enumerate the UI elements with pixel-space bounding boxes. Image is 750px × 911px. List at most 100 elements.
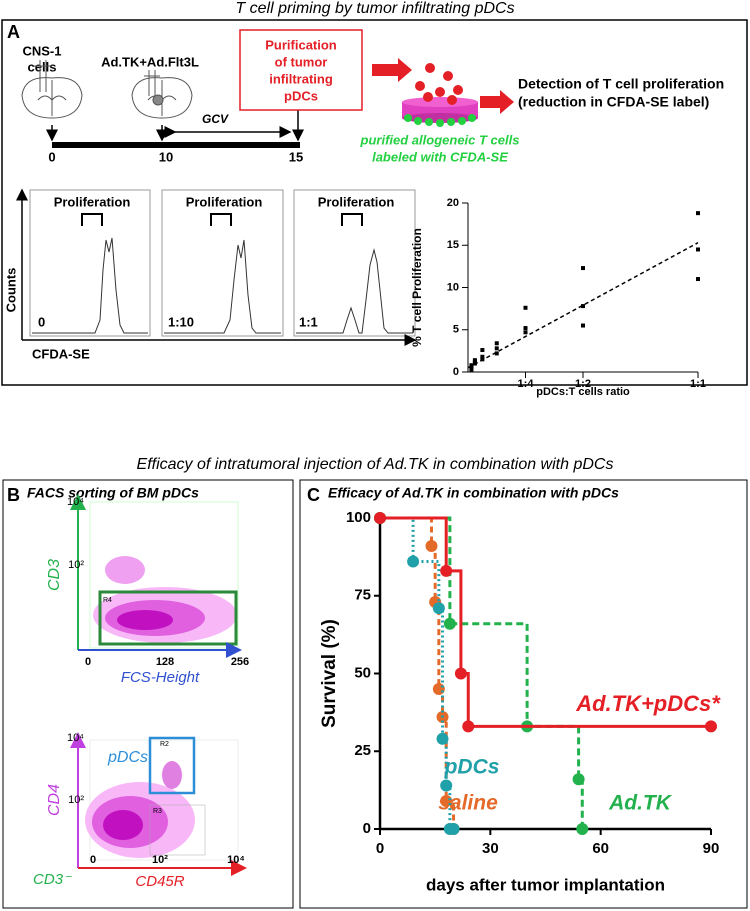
label: Detection of T cell proliferation (518, 76, 724, 92)
gate-label: R3 (153, 808, 162, 815)
point (494, 346, 499, 351)
x-axis-label: pDCs:T cells ratio (536, 386, 630, 398)
label: Proliferation (54, 194, 131, 209)
gate-name: pDCs (107, 749, 148, 766)
gate-label: R2 (160, 741, 169, 748)
point (443, 617, 456, 630)
histogram-boxes (29, 189, 416, 337)
facs-bottom: R2 R3 (85, 736, 239, 861)
y-tick-label: 100 (346, 509, 371, 526)
gate-label: R4 (103, 597, 112, 604)
axis-label: CFDA-SE (32, 346, 90, 361)
axis-label: Counts (3, 268, 18, 313)
point (696, 247, 700, 252)
label: Purification (265, 37, 337, 52)
tick-label: 256 (231, 656, 249, 668)
y-tick-label: 25 (354, 742, 371, 759)
purification-box (239, 29, 363, 111)
axis-label: CD3⁻ (33, 871, 72, 888)
panel-label: A (7, 22, 20, 42)
point (407, 555, 420, 568)
point (447, 823, 460, 835)
point (454, 667, 467, 680)
tick-label: 0 (85, 656, 91, 668)
panel-border (1, 19, 748, 386)
timeline-label: 10 (159, 149, 173, 164)
x-tick-label: 1:2 (575, 378, 591, 390)
label: of tumor (275, 54, 328, 69)
series-label: Ad.TK (608, 792, 673, 815)
point (523, 326, 528, 331)
label: GCV (202, 112, 229, 126)
timeline-arrows (46, 110, 304, 142)
label: labeled with CFDA-SE (372, 149, 508, 164)
y-tick-label: 15 (447, 239, 459, 251)
panel-label: C (307, 485, 320, 505)
tick-label: 128 (156, 656, 174, 668)
x-tick-label: 60 (592, 840, 609, 857)
series-label: Ad.TK+pDCs* (575, 691, 721, 716)
tick-label: 10² (152, 854, 168, 866)
label: Ad.TK+Ad.Flt3L (101, 54, 199, 69)
label: 1:10 (168, 314, 194, 329)
tick-label: 10⁴ (227, 854, 245, 866)
brackets (81, 213, 363, 226)
brain-icons (21, 60, 193, 119)
point (576, 823, 589, 835)
point (462, 720, 475, 733)
facs-top: R4 (89, 501, 239, 649)
title: Efficacy of intratumoral injection of Ad… (137, 456, 614, 473)
x-tick-label: 30 (482, 840, 499, 857)
panel-title: Efficacy of Ad.TK in combination with pD… (328, 485, 619, 501)
arrow (372, 58, 412, 82)
x-tick-label: 0 (376, 840, 384, 857)
tick-label: 10⁴ (67, 732, 84, 744)
x-tick-label: 1:1 (690, 378, 706, 390)
histogram-curves (32, 237, 413, 334)
tick-label: 10⁴ (67, 496, 84, 508)
survival-line (380, 516, 711, 728)
tick-label: 10² (68, 794, 84, 806)
x-tick-label: 90 (703, 840, 720, 857)
point (572, 773, 585, 786)
label: Proliferation (318, 194, 395, 209)
y-axis-label: Survival (%) (319, 619, 340, 728)
x-axis-label: days after tumor implantation (426, 875, 665, 894)
label: cells (28, 59, 57, 74)
label: 0 (38, 314, 45, 329)
point (705, 720, 717, 733)
label: infiltrating (269, 71, 333, 86)
y-tick-label: 0 (453, 366, 459, 378)
y-tick-label: 75 (354, 587, 371, 604)
y-axis-label: % T cell Proliferation (410, 228, 424, 347)
tick-label: 10² (68, 559, 84, 571)
point (494, 351, 499, 356)
series-label: saline (438, 792, 498, 815)
axis-label: CD3 (46, 559, 63, 591)
timeline-label: 0 (48, 149, 55, 164)
label: CNS-1 (22, 43, 61, 58)
panel-border (299, 479, 748, 909)
panel-label: B (7, 485, 20, 505)
point (469, 367, 474, 372)
point (581, 266, 585, 271)
label: purified allogeneic T cells (360, 132, 520, 147)
label: pDCs (284, 88, 318, 103)
label: 1:1 (299, 314, 318, 329)
y-tick-label: 10 (447, 281, 459, 293)
point (440, 779, 453, 792)
point (696, 211, 700, 216)
axis-label: CD4 (46, 784, 63, 816)
point (469, 363, 474, 368)
point (432, 602, 445, 615)
point (436, 732, 449, 745)
y-tick-label: 0 (363, 820, 371, 837)
point (581, 323, 585, 328)
label: Proliferation (186, 194, 263, 209)
tick-label: 0 (90, 854, 96, 866)
label: (reduction in CFDA-SE label) (518, 94, 709, 110)
point (440, 564, 453, 577)
point (374, 512, 386, 524)
axis-label: FCS-Height (121, 669, 200, 686)
point (523, 330, 528, 335)
